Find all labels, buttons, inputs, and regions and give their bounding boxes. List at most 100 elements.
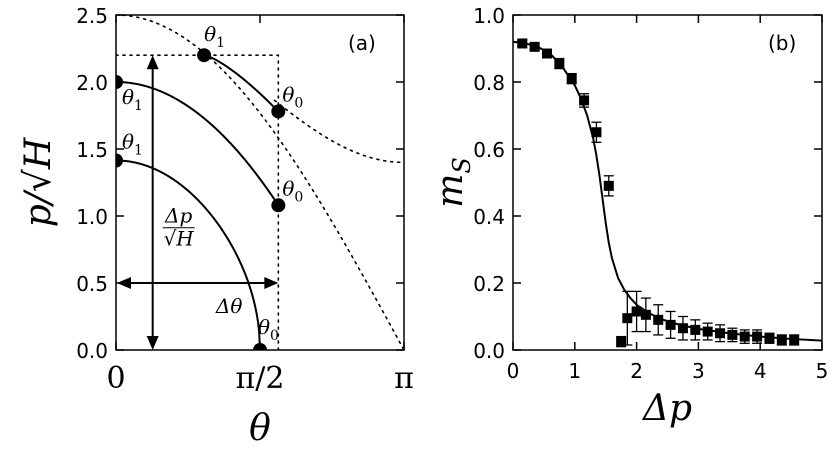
panel-b-y-axis-label-sub: S	[448, 157, 476, 173]
panel-a-point-label-subscript: 0	[270, 328, 279, 344]
panel-a-arrowhead-down	[146, 336, 159, 350]
panel-a-arrow-label-denominator: √H	[164, 227, 195, 251]
panel-b-data-point	[665, 310, 676, 339]
panel-a-point-label-4: θ0	[282, 176, 303, 205]
panel-b-y-tick-label: 0.6	[473, 138, 505, 162]
panel-b-marker	[764, 333, 775, 344]
panel-b-plot-area	[512, 38, 823, 348]
panel-a-y-axis-label: p/√H	[18, 137, 59, 227]
panel-a-y-tick-label: 0.0	[76, 339, 108, 363]
panel-b-label: (b)	[768, 31, 796, 55]
panel-a-arrowhead-up	[146, 55, 159, 70]
panel-b: 0.0 0.2 0.4 0.6 0.8 1.0 0 1 2 3 4 5 (b) Δp mS	[430, 4, 828, 429]
panel-a-point-2	[197, 48, 212, 63]
panel-b-data-point	[631, 290, 642, 333]
panel-b-marker	[591, 127, 602, 138]
panel-b-marker	[541, 48, 552, 59]
panel-a-x-tick-label: π/2	[236, 361, 285, 396]
panel-b-marker	[677, 323, 688, 334]
panel-b-data-point	[517, 38, 528, 49]
panel-b-marker	[727, 329, 738, 340]
panel-a-point-label-1: θ1	[122, 129, 143, 158]
panel-a-point-label-symbol: θ	[122, 85, 134, 109]
panel-a-label: (a)	[348, 31, 376, 55]
panel-a-arrow-label-dp: Δp√H	[162, 204, 195, 251]
panel-a-ticks: 0.0 0.5 1.0 1.5 2.0 2.5 0 π/2 π	[76, 4, 414, 396]
panel-b-marker	[665, 319, 676, 330]
panel-b-data-point	[653, 304, 664, 336]
panel-b-marker	[579, 95, 590, 106]
panel-b-data-point	[541, 48, 552, 59]
panel-a-point-label-subscript: 1	[134, 142, 143, 158]
panel-a-x-tick-label: 0	[106, 361, 125, 396]
panel-b-data-point	[715, 324, 726, 343]
panel-a-dotted-curve-4	[116, 15, 404, 350]
panel-a-point-label-symbol: θ	[282, 176, 294, 200]
panel-b-marker	[622, 313, 633, 324]
panel-b-x-tick-label: 1	[568, 359, 581, 383]
panel-b-marker	[739, 331, 750, 342]
panel-b-data-point	[640, 297, 651, 333]
panel-a-frame	[115, 14, 405, 351]
panel-b-data-point	[789, 334, 800, 346]
panel-b-marker	[566, 73, 577, 84]
panel-b-data-point	[677, 315, 688, 341]
panel-b-data-point	[727, 327, 738, 343]
panel-b-marker	[529, 41, 540, 52]
panel-a-curve-2	[203, 54, 280, 113]
panel-b-data-point	[554, 57, 565, 70]
panel-b-data-point	[579, 93, 590, 108]
panel-b-y-axis-label: mS	[430, 157, 476, 208]
panel-a-point-4	[271, 198, 286, 213]
panel-b-data-point	[622, 290, 633, 346]
panel-a-dotted-curve-3	[273, 99, 404, 164]
panel-a-y-tick-label: 0.5	[76, 272, 108, 296]
panel-b-marker	[616, 336, 627, 347]
panel-b-data-point	[739, 329, 750, 344]
panel-a-point-label-symbol: θ	[122, 129, 134, 153]
panel-a-x-axis-label: θ	[249, 408, 271, 449]
panel-b-data-point	[702, 322, 713, 341]
panel-a-point-label-0: θ1	[122, 85, 143, 114]
panel-b-data-point	[591, 121, 602, 143]
panel-a-arrow-label-dtheta: Δθ	[215, 294, 242, 318]
panel-a-point-3	[271, 104, 286, 119]
panel-a-point-label-symbol: θ	[258, 315, 270, 339]
panel-a-point-label-subscript: 1	[134, 98, 143, 114]
panel-b-marker	[752, 331, 763, 342]
panel-b-frame	[512, 14, 823, 351]
panel-b-data-point	[752, 329, 763, 344]
panel-b-y-tick-label: 0.4	[473, 205, 505, 229]
panel-b-y-tick-label: 1.0	[473, 4, 505, 28]
panel-a-arrow-label-numerator: Δp	[164, 204, 192, 228]
panel-b-x-tick-label: 2	[630, 359, 643, 383]
panel-b-marker	[715, 328, 726, 339]
panel-b-ticks: 0.0 0.2 0.4 0.6 0.8 1.0 0 1 2 3 4 5	[473, 4, 828, 383]
panel-a-point-label-symbol: θ	[282, 82, 294, 106]
panel-b-y-tick-label: 0.2	[473, 272, 505, 296]
panel-b-data-point	[776, 334, 787, 346]
panel-b-fit-curve	[512, 40, 823, 342]
panel-b-y-tick-label: 0.8	[473, 71, 505, 95]
panel-b-data-point	[690, 319, 701, 341]
panel-a-y-tick-label: 2.0	[76, 71, 108, 95]
panel-b-marker	[631, 306, 642, 317]
panel-b-marker	[517, 38, 528, 49]
panel-a-point-label-2: θ1	[204, 22, 225, 51]
panel-b-marker	[789, 334, 800, 345]
panel-b-marker	[603, 180, 614, 191]
panel-a-curve-0	[116, 159, 261, 350]
panel-b-marker	[640, 309, 651, 320]
panel-b-data-point	[529, 41, 540, 52]
panel-b-marker	[702, 326, 713, 337]
panel-a-y-tick-label: 2.5	[76, 4, 108, 28]
panel-a-point-label-subscript: 1	[216, 35, 225, 51]
panel-b-x-tick-label: 0	[507, 359, 520, 383]
panel-a-point-1	[116, 153, 123, 168]
panel-b-x-tick-label: 5	[816, 359, 829, 383]
panel-b-data-point	[603, 175, 614, 197]
panel-b-x-tick-label: 4	[754, 359, 767, 383]
panel-b-marker	[776, 334, 787, 345]
panel-a-curve-1	[116, 81, 280, 206]
